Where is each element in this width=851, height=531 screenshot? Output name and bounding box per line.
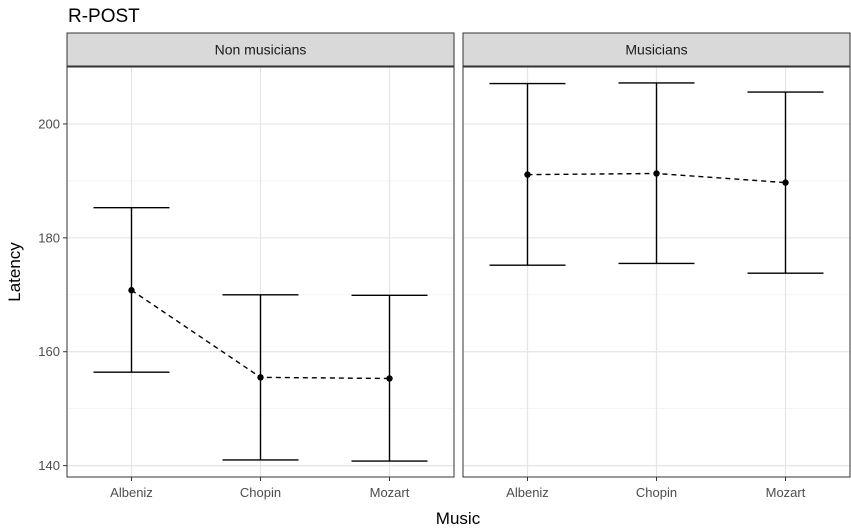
- facet-panel-1: Non musicians Albeniz Chopin Mozart: [66, 32, 455, 500]
- mean-point: [782, 179, 789, 186]
- mean-point: [386, 375, 393, 382]
- y-tick-label: 140: [38, 458, 60, 473]
- y-axis: 140 160 180 200: [38, 116, 67, 473]
- x-axis-title: Music: [436, 509, 481, 528]
- x-tick-label: Chopin: [240, 485, 281, 500]
- facet-strip-label: Non musicians: [215, 42, 307, 58]
- y-tick-label: 180: [38, 230, 60, 245]
- mean-point: [524, 171, 531, 178]
- facet-strip: [66, 32, 455, 67]
- x-tick-label: Chopin: [636, 485, 677, 500]
- facet-strip: [462, 32, 851, 67]
- y-axis-title: Latency: [5, 242, 24, 302]
- y-tick-label: 160: [38, 344, 60, 359]
- mean-point: [653, 170, 660, 177]
- facet-strip-label: Musicians: [625, 42, 687, 58]
- x-tick-label: Albeniz: [506, 485, 549, 500]
- x-tick-label: Mozart: [370, 485, 410, 500]
- x-tick-label: Mozart: [766, 485, 806, 500]
- y-tick-label: 200: [38, 116, 60, 131]
- x-tick-label: Albeniz: [110, 485, 153, 500]
- mean-point: [128, 287, 135, 294]
- facet-panel-2: Musicians Albeniz Chopin Mozart: [462, 32, 851, 500]
- chart-title: R-POST: [68, 6, 140, 27]
- mean-point: [257, 374, 264, 381]
